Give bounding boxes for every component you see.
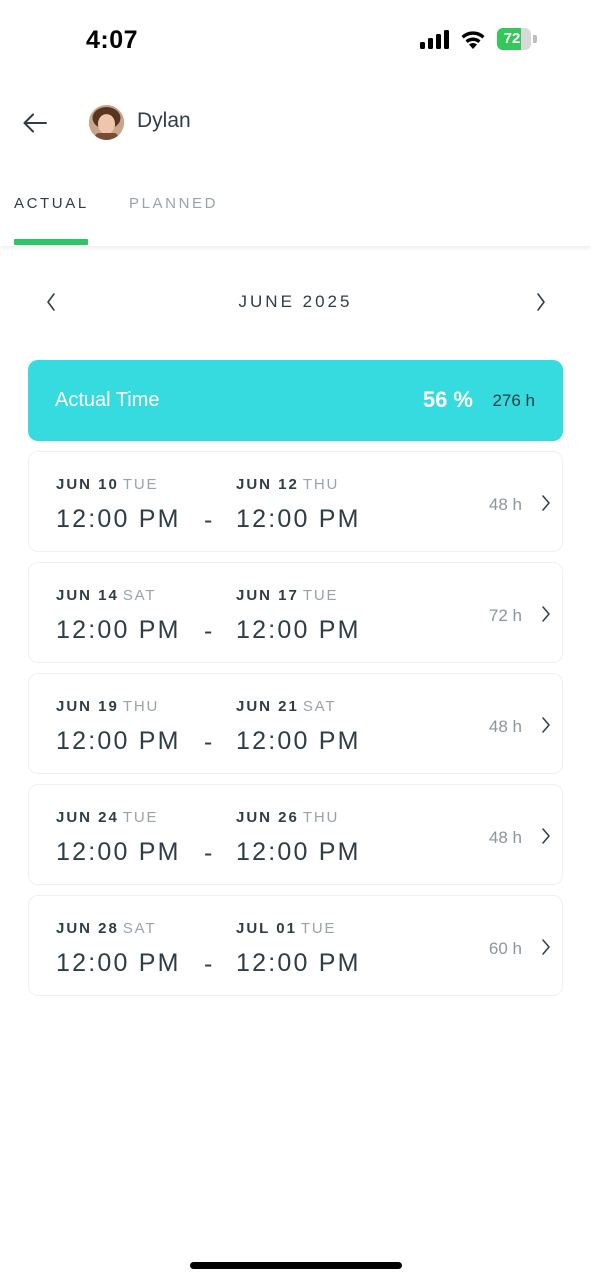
- entry-card[interactable]: JUN 19 THU JUN 21 SAT 12:00 PM -12:00 PM 48 h: [28, 673, 563, 774]
- end-time: 12:00 PM: [236, 505, 361, 533]
- start-time: 12:00 PM: [56, 616, 181, 644]
- end-date-value: JUN 26: [236, 809, 299, 826]
- entry-card[interactable]: JUN 28 SAT JUL 01 TUE 12:00 PM -12:00 PM 60 h: [28, 895, 563, 996]
- end-date: JUN 26 THU: [236, 809, 339, 826]
- end-time: 12:00 PM: [236, 616, 361, 644]
- end-date-value: JUN 17: [236, 587, 299, 604]
- start-date: JUN 28 SAT: [56, 920, 156, 937]
- time-separator: -: [204, 839, 215, 867]
- summary-hours: 276 h: [492, 391, 535, 410]
- time-separator: -: [204, 728, 215, 756]
- start-weekday: TUE: [122, 809, 159, 826]
- entry-card[interactable]: JUN 24 TUE JUN 26 THU 12:00 PM -12:00 PM 48 h: [28, 784, 563, 885]
- start-time: 12:00 PM: [56, 505, 181, 533]
- start-date-value: JUN 19: [56, 698, 119, 715]
- time-separator: -: [204, 950, 215, 978]
- battery-level: 72: [503, 30, 521, 47]
- end-date: JUL 01 TUE: [236, 920, 336, 937]
- chevron-right-icon: [542, 606, 550, 622]
- entry-hours: 72 h: [488, 606, 522, 625]
- start-weekday: SAT: [122, 587, 157, 604]
- actual-time-summary[interactable]: Actual Time 56 % 276 h: [28, 360, 563, 441]
- next-month-button[interactable]: [530, 290, 552, 314]
- wifi-icon: [461, 31, 485, 49]
- start-date: JUN 19 THU: [56, 698, 159, 715]
- home-indicator: [190, 1262, 402, 1269]
- end-weekday: THU: [302, 809, 340, 826]
- start-date-value: JUN 24: [56, 809, 119, 826]
- status-time: 4:07: [86, 26, 139, 54]
- end-time: 12:00 PM: [236, 949, 361, 977]
- entry-hours: 48 h: [488, 828, 522, 847]
- start-date-value: JUN 14: [56, 587, 119, 604]
- month-label: JUNE 2025: [238, 292, 353, 311]
- battery-cap: [533, 35, 537, 43]
- start-date: JUN 14 SAT: [56, 587, 156, 604]
- entry-card[interactable]: JUN 14 SAT JUN 17 TUE 12:00 PM -12:00 PM 72 h: [28, 562, 563, 663]
- tab-planned[interactable]: PLANNED: [129, 195, 219, 212]
- time-separator: -: [204, 617, 215, 645]
- end-date-value: JUL 01: [236, 920, 297, 937]
- end-weekday: THU: [302, 476, 340, 493]
- chevron-right-icon: [542, 828, 550, 844]
- summary-percent: 56 %: [422, 387, 473, 412]
- end-weekday: TUE: [300, 920, 337, 937]
- tab-actual[interactable]: ACTUAL: [14, 195, 89, 212]
- chevron-right-icon: [542, 939, 550, 955]
- end-weekday: SAT: [302, 698, 337, 715]
- time-separator: -: [204, 506, 215, 534]
- entry-card[interactable]: JUN 10 TUE JUN 12 THU 12:00 PM -12:00 PM 48 h: [28, 451, 563, 552]
- entry-hours: 60 h: [488, 939, 522, 958]
- start-time: 12:00 PM: [56, 949, 181, 977]
- start-time: 12:00 PM: [56, 838, 181, 866]
- end-date-value: JUN 21: [236, 698, 299, 715]
- end-date: JUN 12 THU: [236, 476, 339, 493]
- entry-hours: 48 h: [488, 495, 522, 514]
- chevron-right-icon: [542, 717, 550, 733]
- start-weekday: THU: [122, 698, 160, 715]
- start-date-value: JUN 28: [56, 920, 119, 937]
- end-date: JUN 17 TUE: [236, 587, 338, 604]
- avatar: [89, 105, 124, 140]
- user-name: Dylan: [137, 109, 191, 132]
- battery-icon: 72: [497, 28, 531, 50]
- end-weekday: TUE: [302, 587, 339, 604]
- end-time: 12:00 PM: [236, 838, 361, 866]
- start-date: JUN 24 TUE: [56, 809, 158, 826]
- tab-bar: ACTUAL PLANNED: [0, 180, 591, 246]
- end-date-value: JUN 12: [236, 476, 299, 493]
- end-time: 12:00 PM: [236, 727, 361, 755]
- chevron-right-icon: [542, 495, 550, 511]
- start-time: 12:00 PM: [56, 727, 181, 755]
- start-weekday: SAT: [122, 920, 157, 937]
- active-tab-indicator: [14, 239, 88, 245]
- back-button[interactable]: [20, 108, 50, 138]
- status-bar: 4:07 72: [0, 0, 591, 80]
- cellular-signal-icon: [420, 30, 450, 49]
- start-weekday: TUE: [122, 476, 159, 493]
- start-date-value: JUN 10: [56, 476, 119, 493]
- end-date: JUN 21 SAT: [236, 698, 336, 715]
- start-date: JUN 10 TUE: [56, 476, 158, 493]
- entry-hours: 48 h: [488, 717, 522, 736]
- previous-month-button[interactable]: [40, 290, 62, 314]
- summary-label: Actual Time: [55, 389, 160, 411]
